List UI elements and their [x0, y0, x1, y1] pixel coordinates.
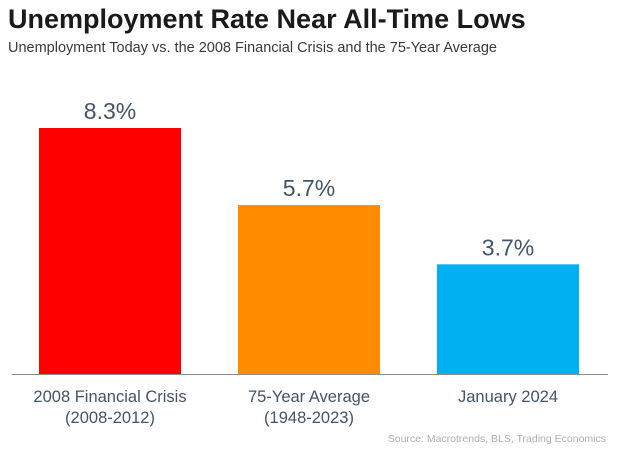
bar — [437, 264, 579, 374]
bar — [39, 128, 181, 374]
data-label: 3.7% — [482, 234, 534, 260]
category-label: (1948-2023) — [264, 409, 354, 427]
source-note: Source: Macrotrends, BLS, Trading Econom… — [387, 433, 606, 445]
category-label: 2008 Financial Crisis — [33, 388, 186, 406]
data-label: 5.7% — [283, 175, 335, 201]
data-label: 8.3% — [84, 98, 136, 124]
category-label: January 2024 — [458, 388, 558, 406]
category-label: 75-Year Average — [248, 388, 370, 406]
chart-subtitle: Unemployment Today vs. the 2008 Financia… — [8, 40, 497, 56]
bar — [238, 205, 380, 374]
category-label: (2008-2012) — [65, 409, 155, 427]
chart-title: Unemployment Rate Near All-Time Lows — [8, 4, 526, 34]
